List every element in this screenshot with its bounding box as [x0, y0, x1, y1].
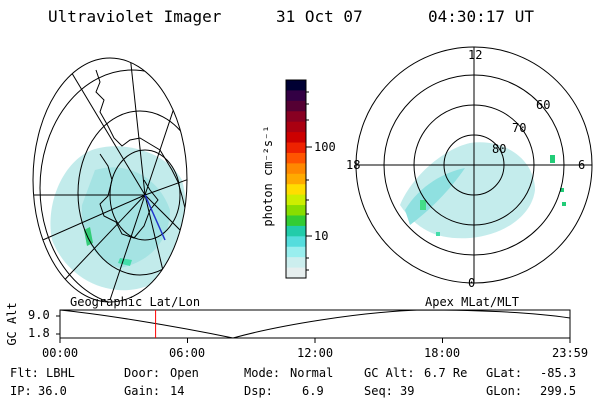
colorbar-segment	[286, 121, 306, 133]
gcalt-value: 6.7 Re	[424, 366, 468, 380]
dsp-label: Dsp:	[244, 384, 273, 398]
timeline-ytick-top: 9.0	[28, 308, 50, 322]
mlt-label-0: 0	[468, 276, 476, 290]
mlt-label-12: 12	[468, 48, 483, 62]
colorbar-segment	[286, 163, 306, 175]
colorbar	[285, 79, 312, 279]
apex-caption: Apex MLat/MLT	[425, 295, 519, 309]
colorbar-segment	[286, 205, 306, 217]
geographic-caption: Geographic Lat/Lon	[70, 295, 201, 309]
timeline-xtick-1200: 12:00	[297, 346, 334, 360]
green-patch	[84, 227, 93, 246]
gain-value: 14	[170, 384, 185, 398]
timeline-ytick-bottom: 1.8	[28, 326, 50, 340]
glon-label: GLon:	[486, 384, 523, 398]
mlt-label-6: 6	[578, 158, 586, 172]
colorbar-tick-10: 10	[314, 229, 329, 243]
colorbar-segment	[286, 90, 306, 102]
geographic-map	[32, 57, 188, 303]
colorbar-segment	[286, 257, 306, 269]
altitude-timeline	[56, 309, 571, 343]
date-label: 31 Oct 07	[276, 7, 363, 26]
colorbar-segment	[286, 194, 306, 206]
colorbar-segment	[286, 225, 306, 237]
colorbar-segment	[286, 152, 306, 164]
colorbar-segment	[286, 111, 306, 123]
flt-label: Flt:	[10, 366, 39, 380]
door-value: Open	[170, 366, 199, 380]
lat-label-70: 70	[512, 121, 527, 135]
glat-label: GLat:	[486, 366, 523, 380]
colorbar-segment	[286, 215, 306, 227]
glat-value: -85.3	[540, 366, 577, 380]
timeline-xtick-0600: 06:00	[169, 346, 206, 360]
colorbar-segment	[286, 100, 306, 112]
seq-label: Seq:	[364, 384, 393, 398]
colorbar-segment	[286, 80, 306, 92]
ip-label: IP:	[10, 384, 32, 398]
timeline-xtick-1800: 18:00	[424, 346, 461, 360]
gain-label: Gain:	[124, 384, 161, 398]
flt-value: LBHL	[46, 366, 75, 380]
timeline-xtick-0000: 00:00	[42, 346, 79, 360]
gcalt-label: GC Alt:	[364, 366, 415, 380]
colorbar-segment	[286, 267, 306, 279]
time-label: 04:30:17 UT	[428, 7, 534, 26]
dsp-value: 6.9	[302, 384, 324, 398]
right-aurora-oval	[400, 142, 535, 239]
lat-label-60: 60	[536, 98, 551, 112]
colorbar-segment	[286, 184, 306, 196]
instrument-title: Ultraviolet Imager	[48, 7, 222, 26]
colorbar-segment	[286, 246, 306, 258]
lat-label-80: 80	[492, 142, 507, 156]
mode-label: Mode:	[244, 366, 281, 380]
ip-value: 36.0	[38, 384, 67, 398]
door-label: Door:	[124, 366, 161, 380]
colorbar-tick-100: 100	[314, 140, 336, 154]
colorbar-segment	[286, 132, 306, 144]
colorbar-unit-label: photon cm⁻²s⁻¹	[261, 125, 275, 227]
apex-polar-map	[355, 46, 593, 284]
glon-value: 299.5	[540, 384, 577, 398]
seq-value: 39	[400, 384, 415, 398]
timeline-xtick-2359: 23:59	[552, 346, 589, 360]
timeline-ylabel: GC Alt	[5, 302, 19, 346]
colorbar-segment	[286, 236, 306, 248]
colorbar-segment	[286, 173, 306, 185]
colorbar-segment	[286, 142, 306, 154]
mode-value: Normal	[290, 366, 334, 380]
mlt-label-18: 18	[346, 158, 361, 172]
